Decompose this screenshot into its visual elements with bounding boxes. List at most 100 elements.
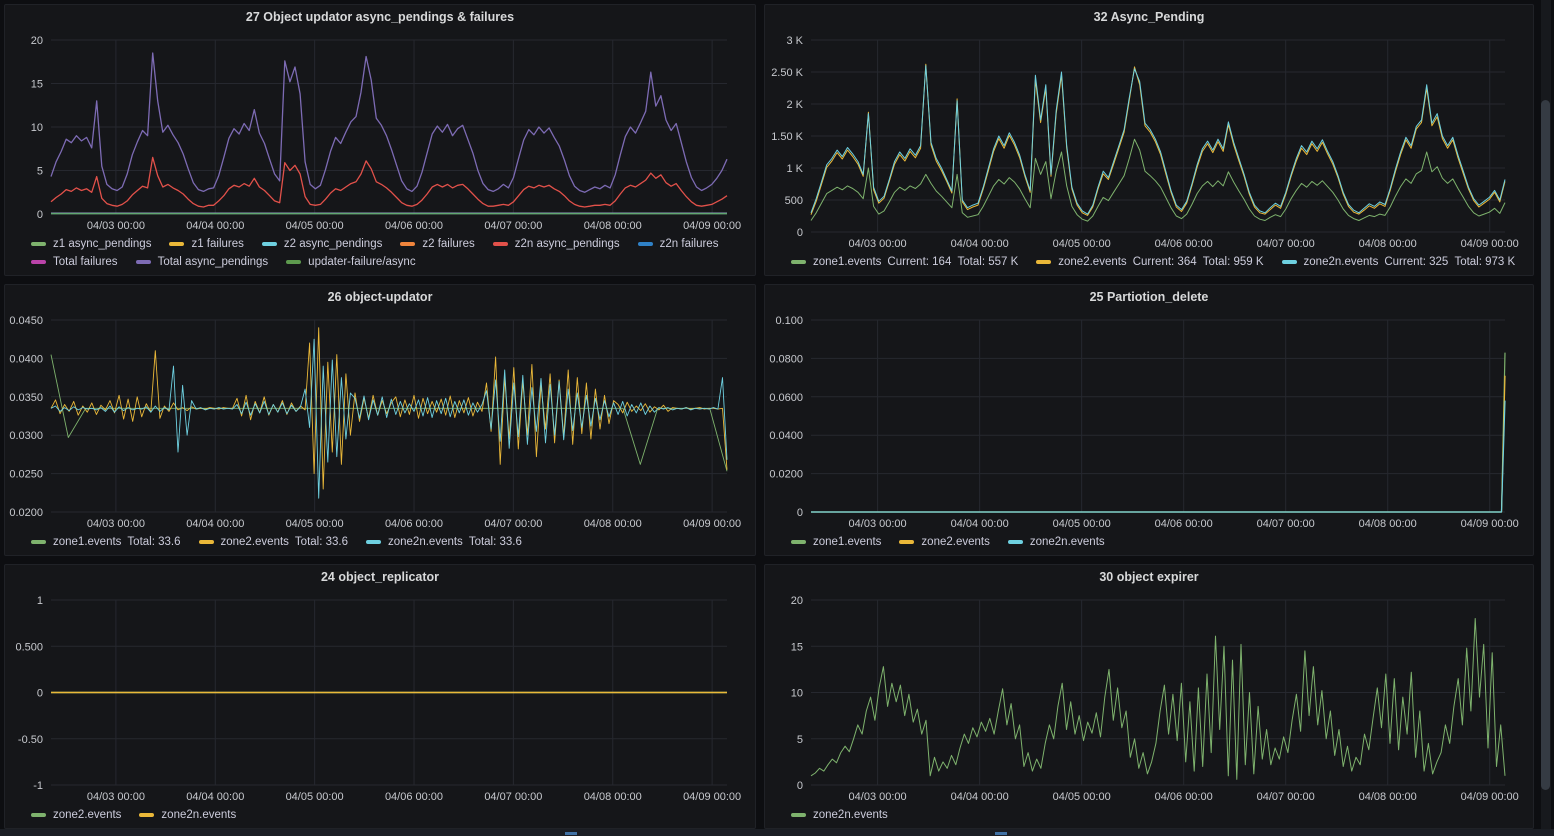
32-async-pending-plot-area[interactable]: 3 K 2.50 K 2 K 1.50 K 1 K 500 0 04/03 00:00 04/0… <box>765 30 1533 254</box>
y-axis-tick-label: 0.0400 <box>769 430 803 442</box>
y-axis-tick-label: 20 <box>31 35 43 47</box>
legend-item-z2n-failures[interactable]: z2n failures <box>637 237 718 251</box>
panel-title[interactable]: 32 Async_Pending <box>1093 10 1205 24</box>
series-color-swatch-icon <box>637 242 653 246</box>
legend-values: Current: 325 Total: 973 K <box>1384 256 1516 268</box>
legend-label: zone2n.events <box>1029 536 1105 548</box>
x-axis-tick-label: 04/07 00:00 <box>484 220 542 232</box>
legend-label: zone2n.events <box>161 809 237 821</box>
legend-label: zone1.events <box>813 536 882 548</box>
series-line-total-async-pendings <box>50 52 728 193</box>
legend-label: zone1.events <box>813 256 882 268</box>
y-axis-tick-label: 0 <box>797 780 803 792</box>
y-axis-tick-label: 1.50 K <box>771 131 803 143</box>
x-axis-tick-label: 04/08 00:00 <box>1359 791 1417 803</box>
legend-item-z1-failures[interactable]: z1 failures <box>169 237 244 251</box>
x-axis-tick-label: 04/08 00:00 <box>1359 518 1417 530</box>
x-axis-tick-label: 04/08 00:00 <box>584 220 642 232</box>
x-axis-tick-label: 04/07 00:00 <box>1257 238 1315 250</box>
y-axis-tick-label: 0 <box>37 688 43 700</box>
panel-title[interactable]: 27 Object updator async_pendings & failu… <box>245 10 515 24</box>
y-axis-tick-label: 0.500 <box>15 641 43 653</box>
legend-item-zone1-events[interactable]: zone1.events Current: 164 Total: 557 K <box>791 255 1018 269</box>
scrollbar-thumb[interactable] <box>1541 100 1550 790</box>
y-axis-tick-label: 2.50 K <box>771 67 803 79</box>
legend-values: Total: 33.6 <box>294 536 348 548</box>
legend-item-zone2-events[interactable]: zone2.events Current: 364 Total: 959 K <box>1036 255 1264 269</box>
x-axis-tick-label: 04/03 00:00 <box>849 518 907 530</box>
x-axis-tick-label: 04/07 00:00 <box>484 518 542 530</box>
legend-item-z2-failures[interactable]: z2 failures <box>400 237 475 251</box>
series-color-swatch-icon <box>1007 540 1023 544</box>
bottom-strip-mark <box>995 832 1007 835</box>
y-axis-tick-label: 0.0800 <box>769 353 803 365</box>
x-axis-tick-label: 04/03 00:00 <box>87 220 145 232</box>
series-color-swatch-icon <box>400 242 416 246</box>
panel-title[interactable]: 30 object expirer <box>1099 570 1199 584</box>
y-axis-tick-label: 15 <box>31 79 43 91</box>
panel-32-async-pending: 32 Async_Pending 3 K 2.50 K 2 K 1.50 K 1 K 500… <box>764 4 1534 276</box>
legend-item-total-failures[interactable]: Total failures <box>31 255 118 269</box>
legend-item-zone2n-events[interactable]: zone2n.events Total: 33.6 <box>366 535 522 549</box>
panel-title[interactable]: 25 Partiotion_delete <box>1089 290 1209 304</box>
x-axis-tick-label: 04/04 00:00 <box>951 791 1009 803</box>
panel-title[interactable]: 26 object-updator <box>327 290 433 304</box>
panel-26-object-updator: 26 object-updator 0.0450 0.0400 0.0350 0.030… <box>4 284 756 556</box>
y-axis-tick-label: 0.100 <box>775 315 803 327</box>
panel-legend: zone1.events Total: 33.6 zone2.events Total… <box>5 534 755 555</box>
series-color-swatch-icon <box>139 813 155 817</box>
series-color-swatch-icon <box>791 260 806 264</box>
series-color-swatch-icon <box>261 242 277 246</box>
legend-item-z2n-async-pendings[interactable]: z2n async_pendings <box>492 237 620 251</box>
panel-30-object-expirer: 30 object expirer 20 15 10 5 0 04/03 00:00 04/0… <box>764 564 1534 829</box>
x-axis-tick-label: 04/03 00:00 <box>87 518 145 530</box>
series-line-zone2-events <box>810 63 1506 216</box>
30-object-expirer-plot-area[interactable]: 20 15 10 5 0 04/03 00:00 04/04 00:00 04/05 00:0… <box>765 590 1533 807</box>
legend-item-zone2-events[interactable]: zone2.events <box>899 535 990 549</box>
series-line-zone2n-events <box>810 618 1506 780</box>
series-line-zone1-events <box>811 352 1506 513</box>
26-object-updator-plot-area[interactable]: 0.0450 0.0400 0.0350 0.0300 0.0250 0.0200 04/0… <box>5 310 755 534</box>
27-object-updator-async-pendings-failures-plot-area[interactable]: 20 15 10 5 0 04/03 00:00 04/04 00:00 04/05 00:0… <box>5 30 755 236</box>
y-axis-tick-label: 0.0400 <box>9 353 43 365</box>
y-axis-tick-label: 10 <box>31 122 43 134</box>
y-axis-tick-label: 0 <box>37 209 43 221</box>
x-axis-tick-label: 04/08 00:00 <box>584 518 642 530</box>
y-axis-tick-label: 3 K <box>786 35 803 47</box>
series-color-swatch-icon <box>286 260 302 264</box>
legend-item-zone1-events[interactable]: zone1.events Total: 33.6 <box>31 535 181 549</box>
legend-item-z2-async-pendings[interactable]: z2 async_pendings <box>261 237 382 251</box>
legend-item-zone2n-events[interactable]: zone2n.events <box>1007 535 1105 549</box>
x-axis-tick-label: 04/09 00:00 <box>1461 238 1519 250</box>
x-axis-tick-label: 04/06 00:00 <box>1155 791 1213 803</box>
legend-item-updater-failure-async[interactable]: updater-failure/async <box>286 255 416 269</box>
panel-title[interactable]: 24 object_replicator <box>320 570 440 584</box>
24-object-replicator-plot-area[interactable]: 1 0.500 0 -0.50 -1 04/03 00:00 04/04 00:00 04/0… <box>5 590 755 807</box>
x-axis-tick-label: 04/03 00:00 <box>849 238 907 250</box>
legend-item-zone2n-events[interactable]: zone2n.events <box>791 808 888 822</box>
legend-item-zone2-events[interactable]: zone2.events <box>31 808 121 822</box>
x-axis-tick-label: 04/08 00:00 <box>584 791 642 803</box>
legend-item-total-async-pendings[interactable]: Total async_pendings <box>135 255 268 269</box>
series-color-swatch-icon <box>198 540 214 544</box>
series-color-swatch-icon <box>31 242 46 246</box>
y-axis-tick-label: 5 <box>797 734 803 746</box>
y-axis-tick-label: 0 <box>797 227 803 239</box>
legend-item-z1-async-pendings[interactable]: z1 async_pendings <box>31 237 151 251</box>
25-partiotion-delete-plot-area[interactable]: 0.100 0.0800 0.0600 0.0400 0.0200 0 04/03 00:0… <box>765 310 1533 534</box>
legend-item-zone1-events[interactable]: zone1.events <box>791 535 881 549</box>
y-axis-tick-label: 0 <box>797 507 803 519</box>
panel-25-partiotion-delete: 25 Partiotion_delete 0.100 0.0800 0.0600 0.0… <box>764 284 1534 556</box>
legend-item-zone2n-events[interactable]: zone2n.events Current: 325 Total: 973 K <box>1281 255 1516 269</box>
dashboard-grid: 27 Object updator async_pendings & failu… <box>4 4 1534 829</box>
series-line-zone2n-events <box>50 338 728 499</box>
legend-label: zone2n.events <box>388 536 463 548</box>
legend-item-zone2-events[interactable]: zone2.events Total: 33.6 <box>198 535 348 549</box>
series-color-swatch-icon <box>899 540 915 544</box>
bottom-strip-mark <box>565 832 577 835</box>
legend-label: zone2.events <box>1058 256 1127 268</box>
legend-item-zone2n-events[interactable]: zone2n.events <box>139 808 236 822</box>
series-color-swatch-icon <box>1036 260 1052 264</box>
legend-label: z1 async_pendings <box>53 238 152 250</box>
x-axis-tick-label: 04/05 00:00 <box>1053 518 1111 530</box>
